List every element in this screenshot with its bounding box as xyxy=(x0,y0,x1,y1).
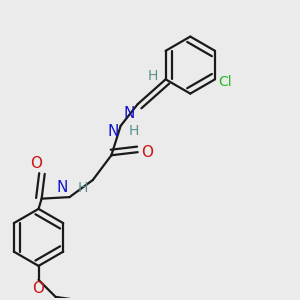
Text: O: O xyxy=(141,145,153,160)
Text: H: H xyxy=(128,124,139,138)
Text: H: H xyxy=(148,69,158,82)
Text: N: N xyxy=(57,180,68,195)
Text: N: N xyxy=(108,124,119,139)
Text: Cl: Cl xyxy=(219,75,232,89)
Text: O: O xyxy=(30,156,42,171)
Text: H: H xyxy=(77,181,88,195)
Text: N: N xyxy=(123,106,135,121)
Text: O: O xyxy=(32,281,44,296)
